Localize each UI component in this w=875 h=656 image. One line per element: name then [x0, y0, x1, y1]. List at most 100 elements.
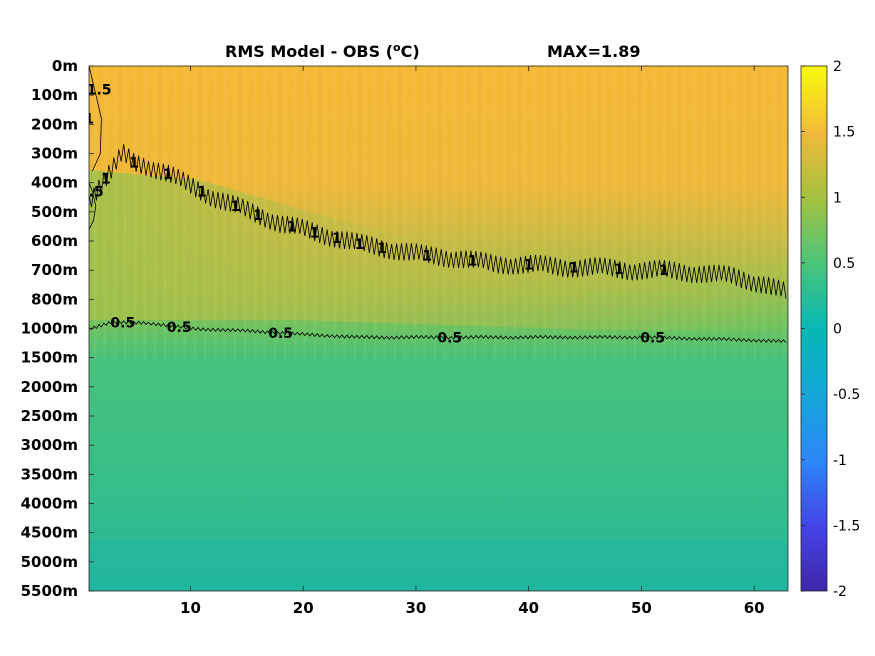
- texture-stripe: [453, 66, 456, 360]
- y-tick-label: 800m: [31, 290, 78, 308]
- texture-stripe: [258, 66, 262, 360]
- texture-stripe: [213, 66, 217, 360]
- texture-stripe: [583, 66, 586, 360]
- chart-title: RMS Model - OBS (oC) MAX=1.89: [225, 41, 641, 61]
- contour-label: 0.5: [167, 320, 192, 336]
- texture-stripe: [783, 66, 786, 360]
- texture-stripe: [563, 66, 566, 360]
- texture-stripe: [638, 66, 641, 360]
- texture-stripe: [363, 66, 367, 360]
- contour-label: 0.5: [437, 330, 462, 346]
- texture-stripe: [603, 66, 606, 360]
- texture-stripe: [413, 66, 417, 360]
- texture-stripe: [233, 66, 237, 360]
- contour-label: 1: [287, 219, 297, 235]
- texture-stripe: [193, 66, 197, 360]
- colorbar-tick-label: -0.5: [833, 387, 860, 403]
- texture-stripe: [338, 66, 342, 360]
- y-tick-label: 400m: [31, 174, 78, 192]
- texture-stripe: [733, 66, 736, 360]
- texture-stripe: [378, 66, 382, 360]
- texture-stripe: [93, 66, 97, 360]
- texture-stripe: [773, 66, 776, 360]
- texture-stripe: [383, 66, 387, 360]
- texture-stripe: [198, 66, 202, 360]
- texture-stripe: [323, 66, 327, 360]
- texture-stripe: [458, 66, 461, 360]
- x-tick-label: 60: [744, 599, 765, 617]
- contour-label: 1: [310, 225, 320, 241]
- y-tick-label: 5500m: [21, 582, 78, 600]
- texture-stripe: [218, 66, 222, 360]
- x-tick-label: 20: [293, 599, 314, 617]
- colorbar-tick-label: 0: [833, 322, 842, 338]
- texture-stripe: [298, 66, 302, 360]
- texture-stripe: [203, 66, 207, 360]
- texture-stripe: [463, 66, 466, 360]
- texture-stripe: [473, 66, 476, 360]
- texture-stripe: [168, 66, 172, 360]
- title-max-value: MAX=1.89: [547, 42, 641, 61]
- texture-stripe: [183, 66, 187, 360]
- texture-stripe: [663, 66, 666, 360]
- contour-label: 0.5: [640, 331, 665, 347]
- texture-stripe: [133, 66, 137, 360]
- y-tick-label: 2500m: [21, 407, 78, 425]
- texture-stripe: [758, 66, 761, 360]
- texture-stripe: [593, 66, 596, 360]
- contour-label: 1: [163, 167, 173, 183]
- texture-stripe: [113, 66, 117, 360]
- texture-stripe: [468, 66, 471, 360]
- texture-stripe: [343, 66, 347, 360]
- contour-label: 0.5: [268, 326, 293, 342]
- texture-stripe: [268, 66, 272, 360]
- y-tick-label: 2000m: [21, 378, 78, 396]
- texture-stripe: [778, 66, 781, 360]
- texture-stripe: [393, 66, 397, 360]
- texture-stripe: [738, 66, 741, 360]
- texture-stripe: [89, 66, 92, 360]
- texture-stripe: [698, 66, 701, 360]
- texture-stripe: [288, 66, 292, 360]
- texture-stripe: [388, 66, 392, 360]
- texture-stripe: [498, 66, 501, 360]
- texture-stripe: [333, 66, 337, 360]
- x-axis: 10 20 30 40 50 60: [180, 66, 765, 617]
- texture-stripe: [173, 66, 177, 360]
- texture-stripe: [208, 66, 212, 360]
- texture-stripe: [543, 66, 546, 360]
- y-tick-label: 1500m: [21, 349, 78, 367]
- texture-stripe: [548, 66, 551, 360]
- texture-stripe: [753, 66, 756, 360]
- y-tick-label: 0m: [52, 57, 78, 75]
- texture-stripe: [348, 66, 352, 360]
- texture-stripe: [523, 66, 526, 360]
- texture-stripe: [138, 66, 142, 360]
- texture-stripe: [478, 66, 481, 360]
- texture-stripe: [143, 66, 147, 360]
- texture-stripe: [278, 66, 282, 360]
- contour-label: 1: [355, 237, 365, 253]
- texture-stripe: [613, 66, 616, 360]
- contour-label: 1: [422, 249, 432, 265]
- texture-stripe: [623, 66, 626, 360]
- texture-stripe: [643, 66, 646, 360]
- contour-label: 1.5: [87, 82, 112, 98]
- texture-stripe: [678, 66, 681, 360]
- texture-stripe: [658, 66, 661, 360]
- texture-stripe: [408, 66, 412, 360]
- contour-line-1.5: [89, 66, 102, 172]
- y-tick-label: 3500m: [21, 465, 78, 483]
- x-tick-label: 40: [518, 599, 539, 617]
- y-tick-label: 4500m: [21, 524, 78, 542]
- texture-stripe: [303, 66, 307, 360]
- texture-stripe: [653, 66, 656, 360]
- texture-stripe: [598, 66, 601, 360]
- texture-stripe: [633, 66, 636, 360]
- texture-stripe: [668, 66, 671, 360]
- contour-label: 1: [569, 260, 579, 276]
- colorbar: -2 -1.5 -1 -0.5 0 0.5 1 1.5 2: [800, 59, 860, 600]
- title-degree-superscript: o: [393, 41, 401, 54]
- texture-stripe: [123, 66, 127, 360]
